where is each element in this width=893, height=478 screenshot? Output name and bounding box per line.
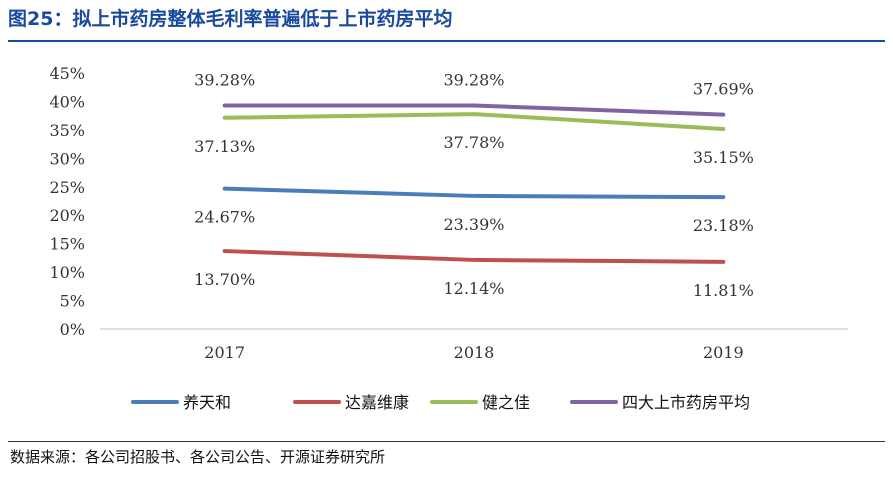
x-tick-label: 2017 [204,343,245,362]
y-tick-label: 10% [49,263,85,282]
y-tick-label: 45% [49,64,85,83]
data-label: 35.15% [693,148,754,167]
y-tick-label: 40% [49,92,85,111]
legend-entry: 四大上市药房平均 [622,393,750,412]
data-label: 37.69% [693,80,754,99]
y-tick-label: 25% [49,178,85,197]
source-note: 数据来源：各公司招股书、各公司公告、开源证券研究所 [10,448,386,466]
legend-entry: 养天和 [183,393,231,412]
x-axis: 2017 2018 2019 [100,328,848,362]
series-line [222,249,726,264]
data-label: 23.18% [693,216,754,235]
y-tick-label: 30% [49,149,85,168]
series-line [222,186,726,200]
data-label: 11.81% [693,281,754,300]
data-labels: 24.67% 23.39% 23.18% 13.70% 12.14% 11.81% 37.1… [194,71,754,300]
data-label: 37.13% [194,137,255,156]
y-tick-label: 20% [49,206,85,225]
series-lines [222,103,726,264]
line-chart: 0%5%10%15%20%25%30%35%40%45% 2017 2018 201… [49,64,848,412]
series-line [222,103,726,117]
data-label: 23.39% [443,215,504,234]
data-label: 39.28% [443,71,504,90]
data-label: 24.67% [194,208,255,227]
footer-rule [8,441,885,442]
x-tick-label: 2018 [454,343,495,362]
series-line [222,112,726,132]
x-tick-label: 2019 [703,343,744,362]
data-label: 13.70% [194,270,255,289]
y-tick-label: 15% [49,235,85,254]
y-axis: 0% 5% 10% 15% 20% 25% 30% 35% 40% 45% [49,64,85,339]
title-rule [8,40,885,42]
figure-title: 图25：拟上市药房整体毛利率普遍低于上市药房平均 [8,8,453,30]
y-tick-label: 35% [49,121,85,140]
y-tick-label: 5% [60,292,85,311]
data-label: 12.14% [443,279,504,298]
y-tick-label: 0% [60,320,85,339]
data-label: 37.78% [443,133,504,152]
legend-entry: 达嘉维康 [345,393,409,412]
legend-entry: 健之佳 [482,393,530,412]
legend: 养天和 达嘉维康 健之佳 四大上市药房平均 [131,393,750,412]
data-label: 39.28% [194,71,255,90]
